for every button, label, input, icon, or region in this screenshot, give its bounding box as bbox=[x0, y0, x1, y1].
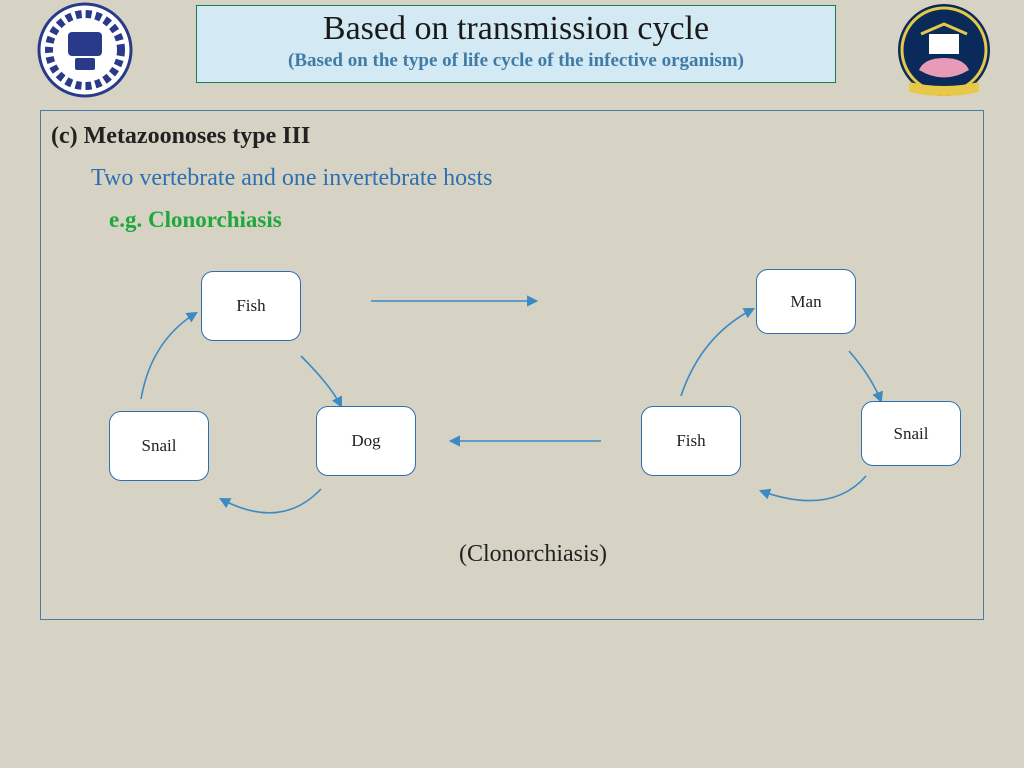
heading-line: (c) Metazoonoses type III bbox=[51, 123, 310, 150]
node-man: Man bbox=[756, 269, 856, 334]
header-box: Based on transmission cycle (Based on th… bbox=[196, 5, 836, 83]
page-subtitle: (Based on the type of life cycle of the … bbox=[197, 50, 835, 72]
logo-left bbox=[20, 0, 150, 100]
diagram-caption: (Clonorchiasis) bbox=[459, 541, 607, 568]
node-snail-left: Snail bbox=[109, 411, 209, 481]
node-fish-left: Fish bbox=[201, 271, 301, 341]
node-dog: Dog bbox=[316, 406, 416, 476]
node-snail-right: Snail bbox=[861, 401, 961, 466]
content-box: (c) Metazoonoses type III Two vertebrate… bbox=[40, 110, 984, 620]
page-title: Based on transmission cycle bbox=[197, 10, 835, 48]
hosts-line: Two vertebrate and one invertebrate host… bbox=[91, 165, 493, 192]
node-fish-right: Fish bbox=[641, 406, 741, 476]
example-line: e.g. Clonorchiasis bbox=[109, 207, 282, 233]
logo-right bbox=[879, 0, 1009, 100]
